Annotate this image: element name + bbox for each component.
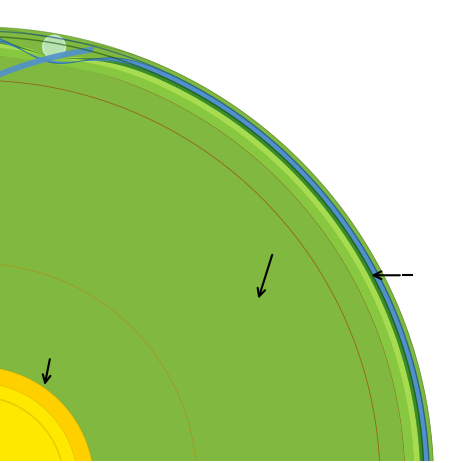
Polygon shape [0, 27, 434, 463]
Polygon shape [0, 40, 420, 463]
Polygon shape [0, 46, 414, 463]
Polygon shape [0, 367, 94, 463]
Polygon shape [0, 258, 201, 463]
Polygon shape [0, 31, 430, 463]
Polygon shape [0, 367, 94, 463]
Polygon shape [0, 38, 424, 463]
Polygon shape [0, 37, 424, 463]
Polygon shape [0, 382, 78, 463]
Polygon shape [0, 33, 430, 463]
Circle shape [43, 35, 65, 58]
Polygon shape [0, 55, 405, 463]
Polygon shape [0, 263, 197, 463]
Polygon shape [0, 46, 414, 463]
Polygon shape [0, 81, 380, 463]
Polygon shape [0, 41, 420, 463]
Polygon shape [0, 382, 78, 463]
Polygon shape [0, 46, 94, 81]
Polygon shape [0, 27, 434, 463]
